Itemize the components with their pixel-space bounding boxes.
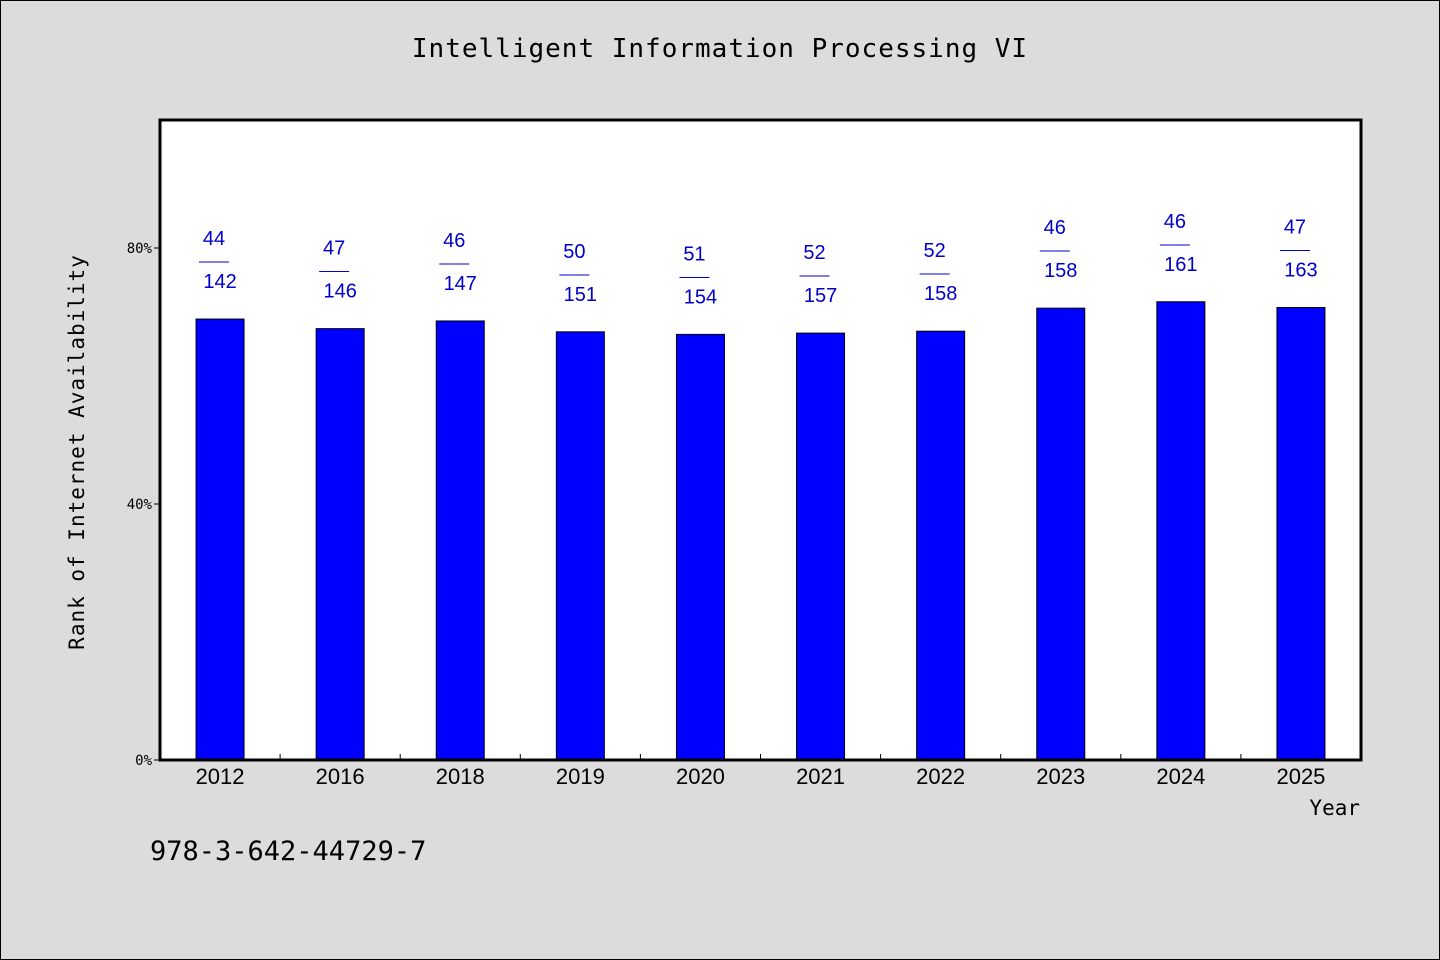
bar-total-label: 158 bbox=[1044, 260, 1077, 282]
y-tick-label: 40% bbox=[127, 497, 153, 513]
x-tick-label: 2023 bbox=[1036, 764, 1085, 789]
x-tick-label: 2018 bbox=[436, 764, 485, 789]
bar-separator-label: —— bbox=[1040, 242, 1070, 259]
bar bbox=[916, 330, 966, 761]
bar-rank-label: 52 bbox=[924, 240, 946, 262]
bar-rank-label: 44 bbox=[203, 228, 225, 250]
bar bbox=[1276, 307, 1326, 761]
bar-rank-label: 52 bbox=[803, 242, 825, 264]
bar-separator-label: —— bbox=[920, 265, 950, 282]
x-axis-label: Year bbox=[1309, 796, 1360, 820]
bar-total-label: 147 bbox=[444, 273, 477, 295]
bar-separator-label: —— bbox=[679, 268, 709, 285]
bar-labels-group: 44——14247——14646——14750——15151——15452——1… bbox=[199, 211, 1318, 309]
bars-group bbox=[195, 301, 1326, 761]
bar bbox=[1036, 307, 1086, 761]
bar-separator-label: —— bbox=[319, 263, 349, 280]
bar-total-label: 142 bbox=[203, 271, 236, 293]
bar-rank-label: 46 bbox=[443, 230, 465, 252]
bar-rank-label: 46 bbox=[1044, 217, 1066, 239]
x-tick-label: 2020 bbox=[676, 764, 725, 789]
x-tick-label: 2016 bbox=[316, 764, 365, 789]
bar-total-label: 151 bbox=[564, 284, 597, 306]
bar bbox=[1156, 301, 1206, 761]
bar-total-label: 157 bbox=[804, 285, 837, 307]
bar-separator-label: —— bbox=[1160, 236, 1190, 253]
bar bbox=[435, 320, 485, 761]
bar bbox=[315, 328, 365, 761]
y-tick-label: 0% bbox=[135, 753, 152, 769]
x-tick-label: 2025 bbox=[1276, 764, 1325, 789]
isbn-text: 978-3-642-44729-7 bbox=[150, 836, 427, 867]
bar-separator-label: —— bbox=[199, 253, 229, 270]
bar-rank-label: 47 bbox=[1284, 217, 1306, 239]
x-tick-label: 2022 bbox=[916, 764, 965, 789]
bar-total-label: 161 bbox=[1164, 254, 1197, 276]
bar-total-label: 158 bbox=[924, 283, 957, 305]
bar-total-label: 154 bbox=[684, 286, 717, 308]
bar-total-label: 146 bbox=[323, 281, 356, 303]
bar bbox=[675, 333, 725, 761]
x-tick-label: 2019 bbox=[556, 764, 605, 789]
x-tick-label: 2012 bbox=[196, 764, 245, 789]
ticks-group: 0% 40% 80% 2012 2016 2018 2019 2020 2021 2022 2023… bbox=[127, 241, 1326, 789]
x-tick-label: 2024 bbox=[1156, 764, 1205, 789]
bar bbox=[555, 331, 605, 761]
bar-rank-label: 46 bbox=[1164, 211, 1186, 233]
bar-separator-label: —— bbox=[1280, 242, 1310, 259]
bar bbox=[796, 332, 846, 761]
x-tick-label: 2021 bbox=[796, 764, 845, 789]
bar-separator-label: —— bbox=[800, 267, 830, 284]
bar-rank-label: 50 bbox=[563, 241, 585, 263]
bar-rank-label: 51 bbox=[683, 243, 705, 265]
bar-rank-label: 47 bbox=[323, 238, 345, 260]
bar-separator-label: —— bbox=[559, 266, 589, 283]
chart-title: Intelligent Information Processing VI bbox=[411, 34, 1029, 64]
bar-total-label: 163 bbox=[1284, 260, 1317, 282]
bar-separator-label: —— bbox=[439, 255, 469, 272]
bar bbox=[195, 318, 245, 761]
plot-border bbox=[158, 118, 1363, 762]
y-tick-label: 80% bbox=[127, 241, 153, 257]
